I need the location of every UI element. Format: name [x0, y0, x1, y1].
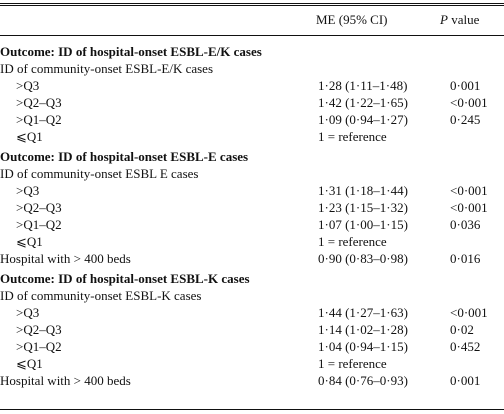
section-heading: Outcome: ID of hospital-onset ESBL-E/K c…: [0, 44, 262, 59]
table-body: Outcome: ID of hospital-onset ESBL-E/K c…: [0, 43, 504, 389]
row-label: ⩽Q1: [16, 234, 43, 249]
header-p-rest: value: [447, 12, 480, 27]
p-value-cell: 0·016: [450, 251, 481, 266]
row-label: >Q2–Q3: [16, 322, 62, 337]
bottom-rule: [0, 409, 504, 410]
row-label: ID of community-onset ESBL-E/K cases: [0, 61, 214, 76]
me-ci-cell: 1·44 (1·27–1·63): [318, 305, 408, 320]
row-label: Hospital with > 400 beds: [0, 251, 131, 266]
table-row: ⩽Q1 1 = reference: [0, 233, 504, 250]
me-ci-cell: 1 = reference: [318, 129, 387, 144]
table-row: >Q2–Q3 1·42 (1·22–1·65) <0·001: [0, 94, 504, 111]
row-label: >Q1–Q2: [16, 112, 62, 127]
row-label: >Q3: [16, 78, 40, 93]
row-label: >Q3: [16, 183, 40, 198]
me-ci-cell: 1·28 (1·11–1·48): [318, 78, 408, 93]
table-row: ID of community-onset ESBL-K cases: [0, 287, 504, 304]
table-row: Outcome: ID of hospital-onset ESBL-K cas…: [0, 270, 504, 287]
section-heading: Outcome: ID of hospital-onset ESBL-E cas…: [0, 149, 249, 164]
p-value-cell: 0·001: [450, 373, 481, 388]
me-ci-cell: 0·90 (0·83–0·98): [318, 251, 408, 266]
me-ci-cell: 1 = reference: [318, 356, 387, 371]
table-row: >Q1–Q2 1·09 (0·94–1·27) 0·245: [0, 111, 504, 128]
row-label: >Q1–Q2: [16, 339, 62, 354]
table-row: Hospital with > 400 beds 0·84 (0·76–0·93)…: [0, 372, 504, 389]
me-ci-cell: 1·42 (1·22–1·65): [318, 95, 408, 110]
header-me-ci: ME (95% CI): [316, 12, 388, 27]
top-rule: [0, 3, 504, 4]
table-row: Hospital with > 400 beds 0·90 (0·83–0·98)…: [0, 250, 504, 267]
row-label: >Q2–Q3: [16, 200, 62, 215]
p-value-cell: 0·02: [450, 322, 474, 337]
row-label: ⩽Q1: [16, 356, 43, 371]
me-ci-cell: 1·23 (1·15–1·32): [318, 200, 408, 215]
table-row: ⩽Q1 1 = reference: [0, 128, 504, 145]
table-row: ⩽Q1 1 = reference: [0, 355, 504, 372]
section-heading: Outcome: ID of hospital-onset ESBL-K cas…: [0, 271, 250, 286]
row-label: >Q2–Q3: [16, 95, 62, 110]
p-value-cell: 0·452: [450, 339, 481, 354]
top-rule-inner: [0, 5, 504, 6]
table-row: ID of community-onset ESBL-E/K cases: [0, 60, 504, 77]
table-row: Outcome: ID of hospital-onset ESBL-E/K c…: [0, 43, 504, 60]
header-rule: [0, 35, 504, 36]
row-label: ID of community-onset ESBL E cases: [0, 166, 199, 181]
table-row: >Q3 1·28 (1·11–1·48) 0·001: [0, 77, 504, 94]
table-row: >Q1–Q2 1·04 (0·94–1·15) 0·452: [0, 338, 504, 355]
table-row: >Q3 1·31 (1·18–1·44) <0·001: [0, 182, 504, 199]
table-row: >Q2–Q3 1·14 (1·02–1·28) 0·02: [0, 321, 504, 338]
row-label: Hospital with > 400 beds: [0, 373, 131, 388]
table-row: ID of community-onset ESBL E cases: [0, 165, 504, 182]
me-ci-cell: 0·84 (0·76–0·93): [318, 373, 408, 388]
p-value-cell: <0·001: [450, 200, 488, 215]
row-label: >Q3: [16, 305, 40, 320]
p-value-cell: <0·001: [450, 305, 488, 320]
me-ci-cell: 1·14 (1·02–1·28): [318, 322, 408, 337]
me-ci-cell: 1·04 (0·94–1·15): [318, 339, 408, 354]
p-value-cell: <0·001: [450, 183, 488, 198]
table-row: >Q2–Q3 1·23 (1·15–1·32) <0·001: [0, 199, 504, 216]
table-row: >Q1–Q2 1·07 (1·00–1·15) 0·036: [0, 216, 504, 233]
p-value-cell: 0·036: [450, 217, 481, 232]
me-ci-cell: 1 = reference: [318, 234, 387, 249]
table-row: >Q3 1·44 (1·27–1·63) <0·001: [0, 304, 504, 321]
row-label: >Q1–Q2: [16, 217, 62, 232]
header-p-value: P value: [440, 12, 479, 28]
p-value-cell: 0·001: [450, 78, 481, 93]
me-ci-cell: 1·31 (1·18–1·44): [318, 183, 408, 198]
me-ci-cell: 1·07 (1·00–1·15): [318, 217, 408, 232]
me-ci-cell: 1·09 (0·94–1·27): [318, 112, 408, 127]
header-p-italic: P: [440, 12, 448, 27]
p-value-cell: 0·245: [450, 112, 481, 127]
table-row: Outcome: ID of hospital-onset ESBL-E cas…: [0, 148, 504, 165]
row-label: ⩽Q1: [16, 129, 43, 144]
row-label: ID of community-onset ESBL-K cases: [0, 288, 202, 303]
p-value-cell: <0·001: [450, 95, 488, 110]
